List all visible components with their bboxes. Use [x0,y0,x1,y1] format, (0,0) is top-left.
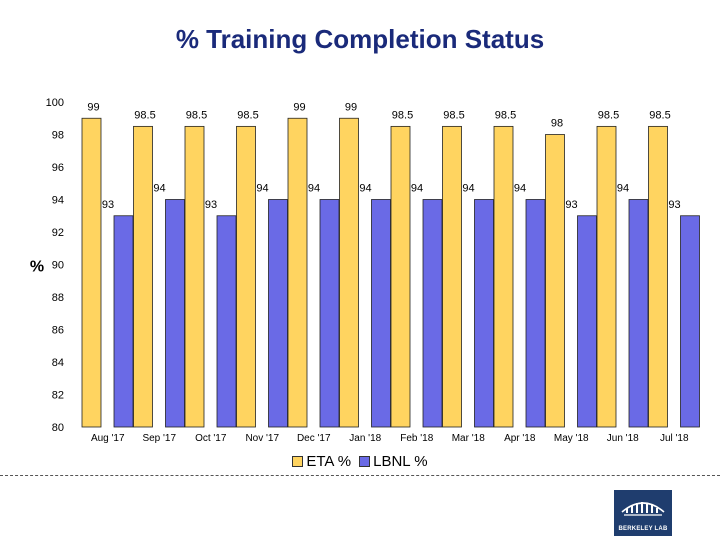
logo-text: BERKELEY LAB [618,526,668,532]
data-label: 93 [205,199,217,211]
y-tick-label: 96 [52,162,64,174]
y-tick-label: 80 [52,422,64,434]
legend-item: LBNL % [359,453,428,470]
bar-lbnl [216,215,237,428]
y-tick-label: 92 [52,227,64,239]
data-label: 94 [153,183,165,195]
legend-item: ETA % [292,453,351,470]
bar-eta [493,125,514,428]
x-tick-label: Jul '18 [660,433,689,444]
bar-eta [184,125,205,428]
data-label: 98.5 [237,109,258,121]
bar-eta [81,117,102,428]
legend-label: ETA % [306,453,352,470]
x-tick-label: Aug '17 [91,433,125,444]
footer-divider [0,475,720,476]
x-tick-label: Jan '18 [349,433,381,444]
bar-eta [545,134,565,428]
x-tick-label: May '18 [554,433,589,444]
y-tick-label: 100 [46,97,64,109]
legend-swatch [359,456,371,467]
y-tick-label: 94 [52,195,64,207]
bar-eta [236,125,256,428]
bar-lbnl [113,215,134,428]
bar-eta [648,125,668,428]
data-label: 93 [668,199,680,211]
bar-lbnl [319,199,340,428]
x-tick-label: Feb '18 [400,433,433,444]
bar-eta [339,117,359,428]
x-tick-label: Sep '17 [142,433,176,444]
data-label: 99 [345,101,357,113]
legend-swatch [292,456,304,467]
bar-lbnl [268,199,288,428]
bar-eta [442,125,462,428]
data-label: 99 [293,101,305,113]
data-label: 98.5 [443,109,464,121]
data-label: 98.5 [495,109,516,121]
data-label: 94 [256,183,268,195]
bar-chart: 80 82 84 86 88 90 92 94 96 98 100% 99 93 Aug '17 98.5 9… [30,97,700,444]
data-label: 93 [102,199,114,211]
bar-lbnl [165,199,185,428]
legend-label: LBNL % [373,453,428,470]
x-tick-label: Dec '17 [297,433,331,444]
chart-title: % Training Completion Status [175,24,545,54]
data-label: 94 [359,183,371,195]
data-label: 98 [551,118,563,130]
bar-lbnl [525,199,546,428]
bar-lbnl [577,215,597,428]
y-tick-label: 86 [52,325,64,337]
y-axis-label: % [30,259,44,276]
x-tick-label: Oct '17 [195,433,227,444]
data-label: 94 [617,183,629,195]
data-label: 98.5 [598,109,619,121]
x-tick-label: Mar '18 [452,433,485,444]
y-tick-label: 84 [52,357,64,369]
bar-eta [390,125,411,428]
data-label: 94 [462,183,474,195]
data-label: 99 [87,101,99,113]
y-tick-label: 98 [52,130,64,142]
data-label: 93 [565,199,577,211]
bar-lbnl [422,199,443,428]
data-label: 94 [411,183,423,195]
data-label: 98.5 [186,109,207,121]
bar-eta [133,125,153,428]
data-label: 98.5 [392,109,413,121]
bar-lbnl [680,215,700,428]
berkeley-lab-logo: BERKELEY LAB [614,490,672,536]
x-tick-label: Apr '18 [504,433,536,444]
y-tick-label: 90 [52,260,64,272]
data-label: 98.5 [649,109,670,121]
y-tick-label: 82 [52,390,64,402]
bar-eta [596,125,617,428]
bar-lbnl [628,199,649,428]
y-tick-label: 88 [52,292,64,304]
chart-legend: ETA % LBNL % [0,453,720,470]
bar-lbnl [371,199,391,428]
data-label: 94 [308,183,320,195]
x-tick-label: Jun '18 [607,433,639,444]
data-label: 98.5 [134,109,155,121]
data-label: 94 [514,183,526,195]
bar-eta [287,117,308,428]
bar-lbnl [474,199,494,428]
berkeley-lab-logo-icon [621,502,665,516]
x-tick-label: Nov '17 [245,433,279,444]
